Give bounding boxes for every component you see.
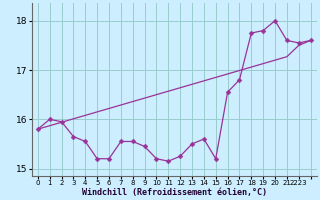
X-axis label: Windchill (Refroidissement éolien,°C): Windchill (Refroidissement éolien,°C) [82, 188, 267, 197]
